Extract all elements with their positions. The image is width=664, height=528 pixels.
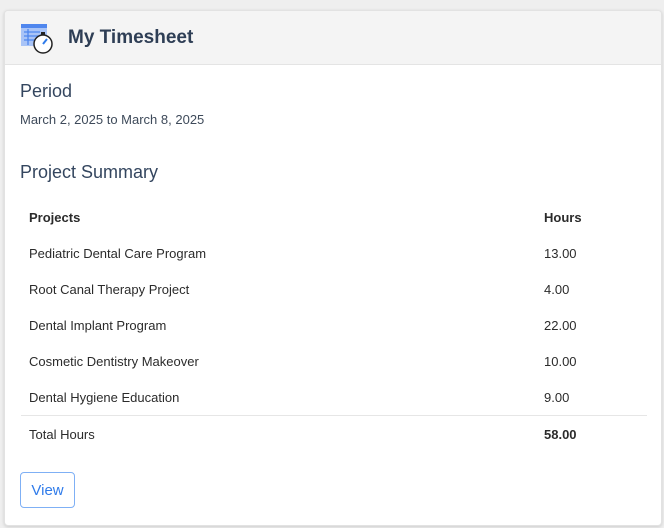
table-row: Cosmetic Dentistry Makeover 10.00 xyxy=(21,343,647,379)
project-name: Cosmetic Dentistry Makeover xyxy=(29,353,199,369)
card-header: My Timesheet xyxy=(5,11,661,65)
total-label: Total Hours xyxy=(21,415,536,453)
project-name: Root Canal Therapy Project xyxy=(29,281,190,297)
table-header-row: Projects Hours xyxy=(21,199,647,235)
table-row: Root Canal Therapy Project 4.00 xyxy=(21,271,647,307)
table-row: Pediatric Dental Care Program 13.00 xyxy=(21,235,647,271)
project-hours: 22.00 xyxy=(544,317,577,333)
project-name: Dental Implant Program xyxy=(29,317,167,333)
total-value: 58.00 xyxy=(536,415,647,453)
timesheet-stopwatch-icon xyxy=(21,23,53,54)
page-title: My Timesheet xyxy=(68,26,194,48)
period-heading: Period xyxy=(20,81,73,101)
project-summary-heading: Project Summary xyxy=(20,162,159,182)
project-name: Dental Hygiene Education xyxy=(29,389,180,405)
project-hours: 4.00 xyxy=(544,281,570,297)
column-header-projects: Projects xyxy=(29,209,81,225)
table-row: Dental Implant Program 22.00 xyxy=(21,307,647,343)
project-hours: 13.00 xyxy=(544,245,577,261)
project-summary-table: Projects Hours Pediatric Dental Care Pro… xyxy=(21,199,647,453)
period-value: March 2, 2025 to March 8, 2025 xyxy=(20,112,205,127)
project-name: Pediatric Dental Care Program xyxy=(29,245,207,261)
table-row: Dental Hygiene Education 9.00 xyxy=(21,379,647,416)
project-hours: 10.00 xyxy=(544,353,577,369)
column-header-hours: Hours xyxy=(544,209,582,225)
timesheet-card: My Timesheet Period March 2, 2025 to Mar… xyxy=(4,10,662,526)
view-button[interactable]: View xyxy=(20,472,75,508)
project-hours: 9.00 xyxy=(544,389,570,405)
total-row: Total Hours 58.00 xyxy=(21,415,647,453)
